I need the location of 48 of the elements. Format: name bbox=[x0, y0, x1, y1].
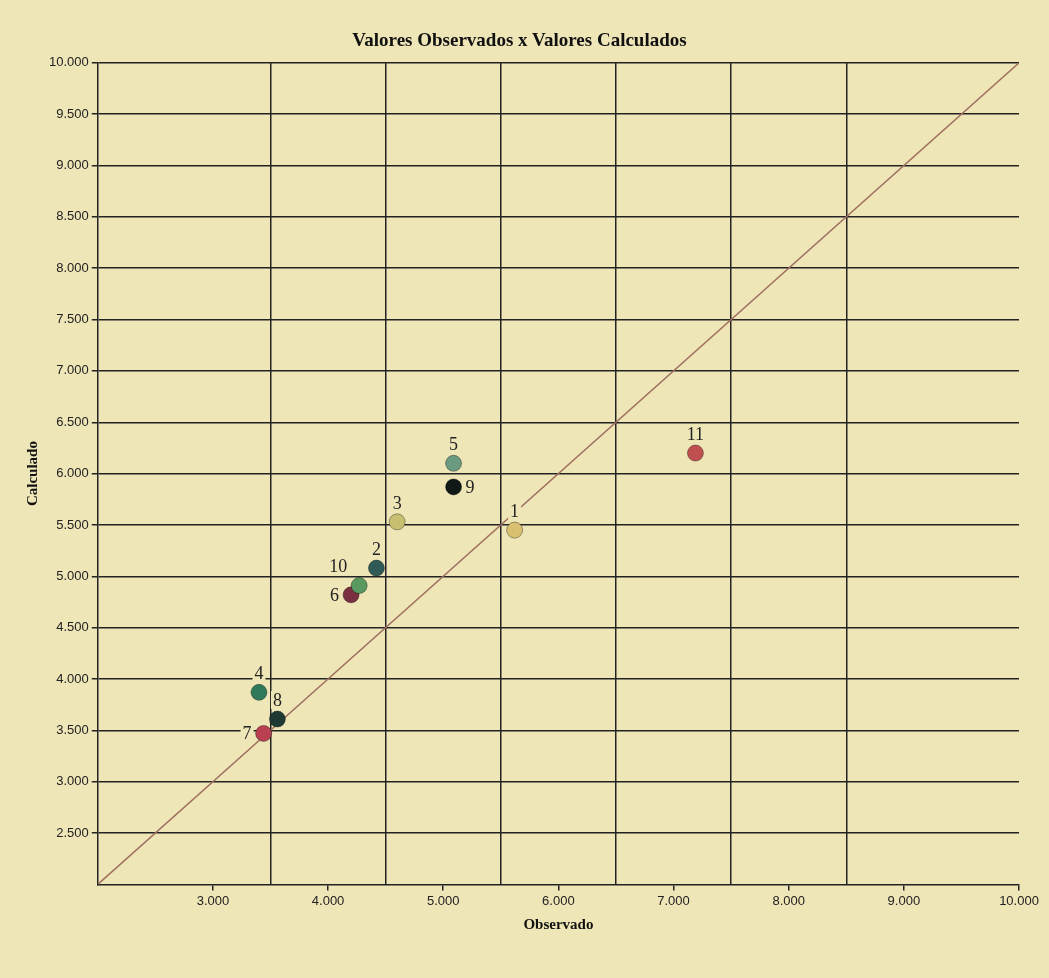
annotation: 8 bbox=[272, 689, 282, 710]
x-tick-label: 3.000 bbox=[196, 892, 230, 908]
y-tick-label: 2.500 bbox=[56, 824, 89, 840]
y-axis-title: Calculado bbox=[23, 441, 40, 507]
annotation: 2 bbox=[371, 538, 381, 559]
y-tick-label: 5.500 bbox=[56, 516, 89, 532]
annotation: 9 bbox=[465, 476, 475, 497]
annotation: 10 bbox=[329, 556, 348, 577]
point bbox=[367, 559, 385, 577]
y-tick-label: 6.500 bbox=[56, 413, 89, 429]
annotation: 5 bbox=[449, 434, 459, 455]
point bbox=[445, 478, 463, 496]
y-tick-label: 7.500 bbox=[56, 311, 89, 327]
point bbox=[350, 577, 368, 595]
x-axis-title: Observado bbox=[523, 915, 594, 932]
chart-title: Valores Observados x Valores Calculados bbox=[352, 29, 687, 51]
x-tick-label: 10.000 bbox=[999, 892, 1039, 908]
y-tick-label: 8.500 bbox=[56, 208, 89, 224]
y-tick-label: 3.500 bbox=[56, 721, 89, 737]
x-tick-label: 7.000 bbox=[657, 892, 690, 908]
annotation: 4 bbox=[254, 663, 264, 684]
y-tick-label: 3.000 bbox=[56, 773, 89, 789]
y-tick-label: 7.000 bbox=[56, 362, 89, 378]
x-tick-label: 4.000 bbox=[311, 892, 345, 908]
y-tick-label: 9.500 bbox=[56, 105, 89, 121]
y-tick-label: 4.500 bbox=[56, 619, 89, 635]
y-tick-label: 6.000 bbox=[56, 465, 89, 481]
annotation: 3 bbox=[392, 492, 402, 513]
point bbox=[268, 710, 286, 728]
annotation: 11 bbox=[686, 423, 705, 444]
annotation: 6 bbox=[330, 584, 340, 605]
y-tick-label: 10.000 bbox=[49, 54, 89, 70]
y-tick-label: 4.000 bbox=[56, 670, 89, 686]
point bbox=[686, 444, 704, 462]
x-tick-label: 5.000 bbox=[426, 892, 460, 908]
point bbox=[255, 724, 273, 742]
x-tick-label: 6.000 bbox=[542, 892, 575, 908]
point bbox=[506, 521, 524, 539]
annotation: 7 bbox=[242, 723, 252, 744]
point bbox=[388, 513, 406, 531]
y-tick-label: 9.000 bbox=[56, 157, 89, 173]
point bbox=[445, 454, 463, 472]
annotation: 1 bbox=[510, 500, 520, 521]
y-tick-label: 5.000 bbox=[56, 567, 89, 583]
x-tick-label: 9.000 bbox=[887, 892, 921, 908]
point bbox=[250, 683, 268, 701]
x-tick-label: 8.000 bbox=[772, 892, 805, 908]
y-tick-label: 8.000 bbox=[56, 259, 89, 275]
